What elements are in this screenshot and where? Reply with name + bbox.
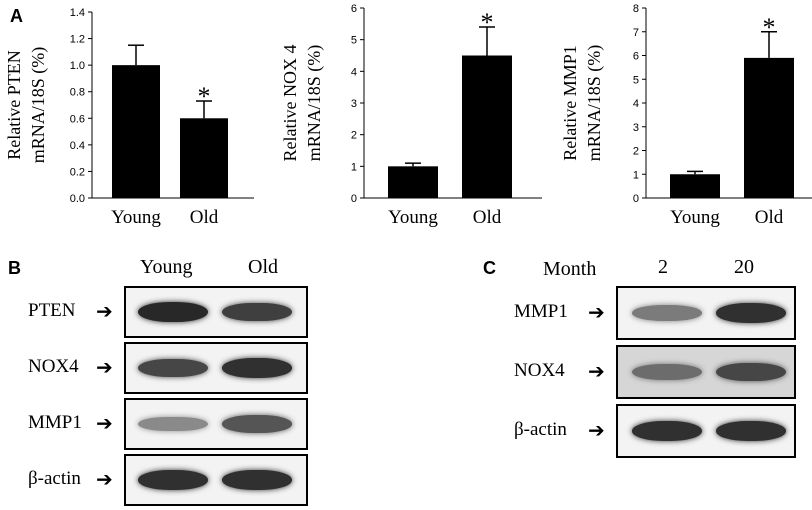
blot-strip	[616, 404, 796, 458]
blot-strip	[616, 345, 796, 399]
significance-mark: *	[763, 13, 776, 42]
y-tick-label: 0	[633, 193, 639, 205]
y-tick-label: 0.2	[70, 166, 85, 178]
x-category-label: Old	[755, 207, 784, 228]
y-axis-label: mRNA/18S (%)	[304, 45, 325, 162]
blot-band	[716, 362, 786, 382]
blot-band	[222, 302, 292, 322]
y-axis-label: Relative NOX 4	[280, 45, 300, 162]
y-axis-label: Relative PTEN	[4, 50, 24, 159]
blot-band	[138, 358, 208, 378]
y-tick-label: 5	[633, 74, 639, 86]
blot-row-label: MMP1	[28, 412, 82, 433]
y-tick-label: 3	[633, 122, 639, 134]
blot-band	[138, 302, 208, 322]
arrow-icon: ➔	[588, 302, 605, 324]
blot-c-header-20: 20	[734, 256, 754, 278]
y-tick-label: 6	[633, 51, 639, 63]
x-category-label: Young	[111, 207, 161, 228]
bar-chart-2: 0 1 2 3 4 5 6 Relative NOX 4 mRNA/18S (%) Young * O…	[280, 3, 542, 228]
arrow-icon: ➔	[588, 420, 605, 442]
blot-b-header-old: Old	[248, 256, 278, 278]
y-tick-label: 1	[633, 169, 639, 181]
bar-old	[744, 57, 794, 198]
y-tick-label: 8	[633, 3, 639, 15]
arrow-icon: ➔	[96, 469, 113, 491]
y-tick-label: 0.6	[70, 113, 85, 125]
y-tick-label: 4	[633, 98, 639, 110]
y-tick-label: 0.0	[70, 193, 85, 205]
blot-band	[222, 470, 292, 490]
y-tick-label: 6	[351, 3, 357, 15]
y-tick-label: 0.8	[70, 87, 85, 99]
y-tick-label: 0.4	[70, 140, 85, 152]
blot-strip	[124, 342, 308, 394]
bar-young	[670, 174, 720, 198]
x-category-label: Old	[190, 207, 219, 228]
bar-old	[180, 118, 228, 198]
blot-band	[222, 358, 292, 378]
panel-label-c: C	[483, 258, 496, 278]
blot-row-label: MMP1	[514, 301, 568, 322]
y-tick-label: 1.4	[70, 7, 85, 19]
blot-row-label: β-actin	[514, 419, 567, 440]
panel-label-a: A	[10, 6, 23, 26]
panel-label-b: B	[8, 258, 21, 278]
blot-band	[138, 470, 208, 490]
bar-old	[462, 55, 512, 198]
blot-row-label: β-actin	[28, 468, 81, 489]
y-tick-label: 7	[633, 27, 639, 39]
bar-young	[112, 65, 160, 199]
blot-b-header-young: Young	[140, 256, 193, 278]
y-axis-label: mRNA/18S (%)	[584, 45, 605, 162]
blot-strip	[124, 454, 308, 506]
y-tick-label: 1	[351, 161, 357, 173]
y-tick-label: 1.2	[70, 34, 85, 46]
blot-band	[716, 421, 786, 441]
bar-young	[388, 166, 438, 198]
arrow-icon: ➔	[96, 301, 113, 323]
y-tick-label: 4	[351, 66, 357, 78]
arrow-icon: ➔	[588, 361, 605, 383]
blot-c-header-month: Month	[543, 258, 597, 280]
blot-band	[222, 415, 292, 433]
bar-chart-1: 0.0 0.2 0.4 0.6 0.8 1.0 1.2 1.4 Relative PTEN mRN…	[4, 7, 254, 228]
x-category-label: Young	[670, 207, 720, 228]
arrow-icon: ➔	[96, 357, 113, 379]
blot-strip	[124, 398, 308, 450]
y-tick-label: 5	[351, 35, 357, 47]
blot-strip	[616, 286, 796, 340]
blot-c-header-2: 2	[658, 256, 668, 278]
blot-row-label: NOX4	[28, 356, 79, 377]
y-tick-label: 2	[633, 146, 639, 158]
bar-chart-3: 0 1 2 3 4 5 6 7 8 Relative MMP1 mRNA/18S (%) Young *…	[560, 3, 812, 228]
blot-row-label: PTEN	[28, 300, 76, 321]
blot-band	[632, 305, 702, 321]
significance-mark: *	[481, 8, 494, 37]
blot-band	[716, 303, 786, 323]
y-axis-label: Relative MMP1	[560, 45, 580, 161]
significance-mark: *	[198, 82, 211, 111]
y-axis-label: mRNA/18S (%)	[28, 47, 49, 164]
arrow-icon: ➔	[96, 413, 113, 435]
y-tick-label: 2	[351, 130, 357, 142]
y-tick-label: 1.0	[70, 60, 85, 72]
blot-band	[632, 421, 702, 441]
y-tick-label: 3	[351, 98, 357, 110]
blot-row-label: NOX4	[514, 360, 565, 381]
blot-strip	[124, 286, 308, 338]
y-tick-label: 0	[351, 193, 357, 205]
blot-band	[138, 416, 208, 432]
blot-band	[632, 363, 702, 381]
x-category-label: Old	[473, 207, 502, 228]
x-category-label: Young	[388, 207, 438, 228]
